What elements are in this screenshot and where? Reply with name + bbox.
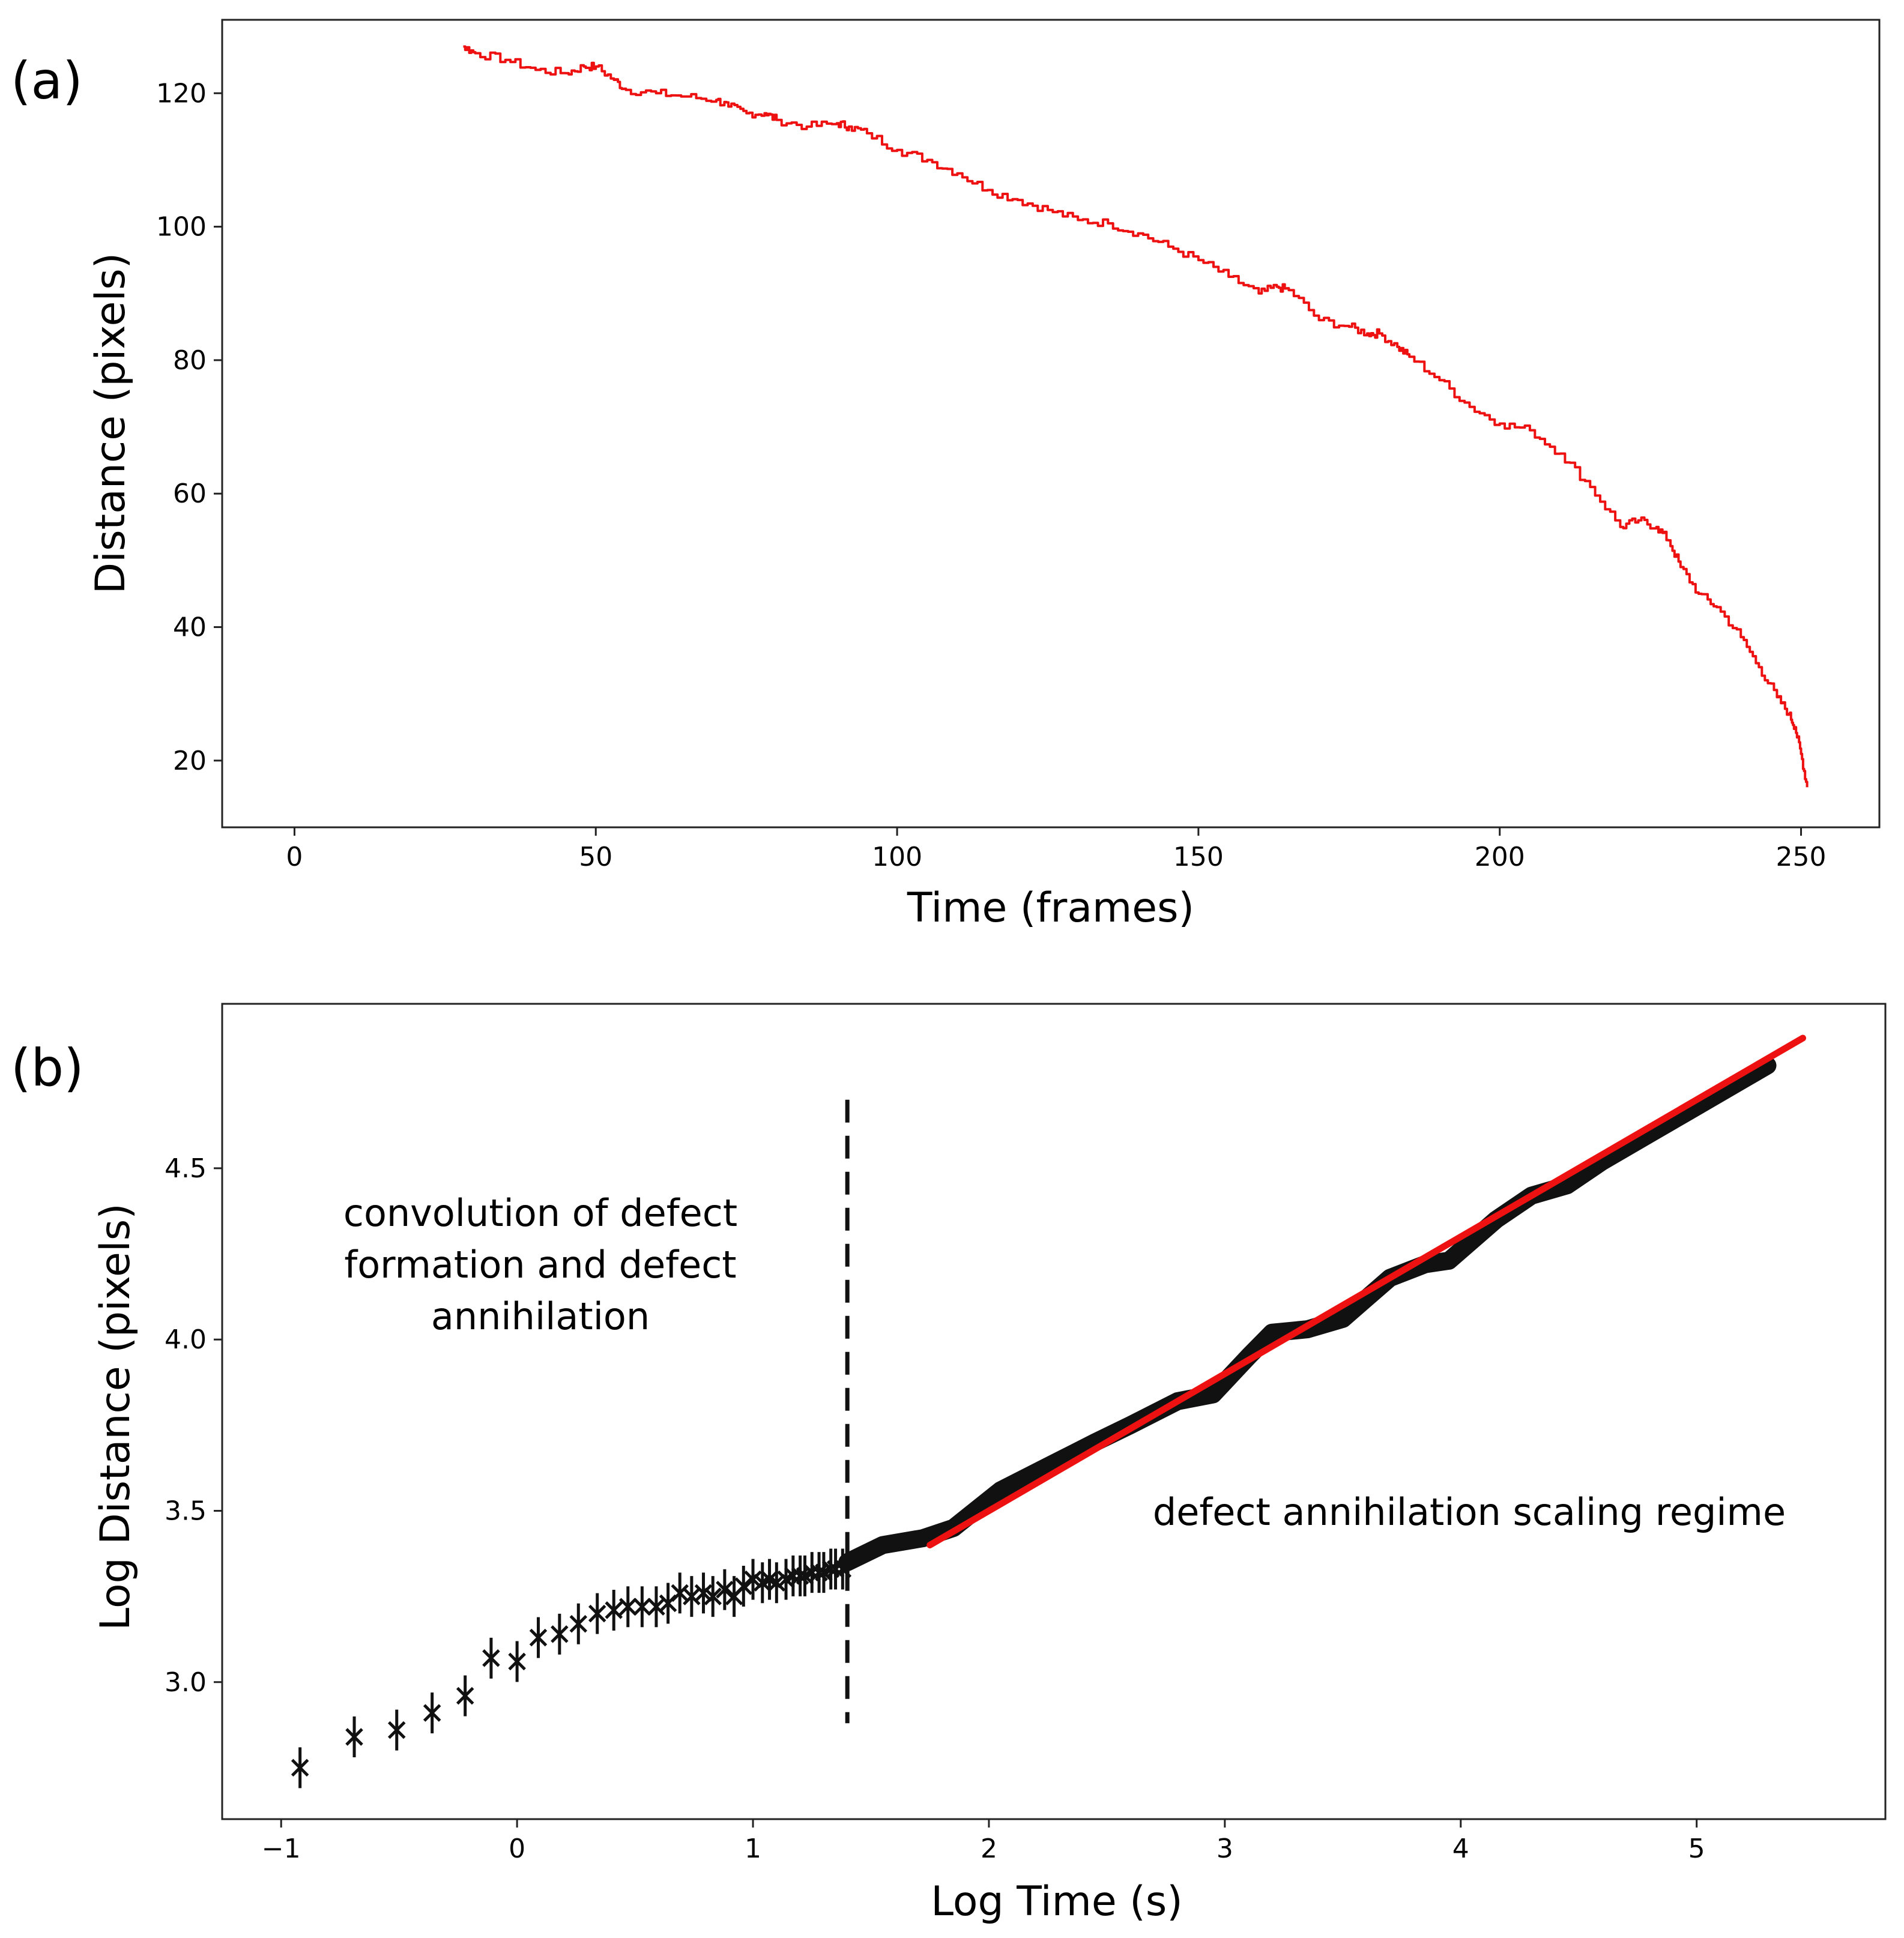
data-point bbox=[647, 1586, 665, 1628]
data-point bbox=[482, 1637, 500, 1679]
panel-b-x-tick-label: 3 bbox=[1216, 1834, 1233, 1864]
panel-a-x-tick-label: 50 bbox=[579, 842, 612, 872]
data-point bbox=[683, 1576, 701, 1617]
panel-a-y-tick-label: 40 bbox=[173, 612, 207, 643]
data-point bbox=[734, 1566, 753, 1607]
panel-a-x-ticks: 0 50 100 150 200 250 bbox=[286, 827, 1827, 872]
panel-b-y-tick-label: 4.5 bbox=[165, 1153, 207, 1184]
panel-b-x-tick-label: 2 bbox=[981, 1834, 997, 1864]
data-point bbox=[345, 1716, 363, 1758]
panel-b-x-tick-label: 5 bbox=[1688, 1834, 1705, 1864]
data-point bbox=[716, 1569, 734, 1610]
data-point bbox=[659, 1583, 677, 1624]
panel-b-left-annotation: convolution of defect formation and defe… bbox=[343, 1191, 737, 1338]
panel-a-x-tick-label: 150 bbox=[1173, 842, 1224, 872]
panel-b-x-tick-label: 4 bbox=[1452, 1834, 1469, 1864]
panel-a-distance-line bbox=[463, 45, 1809, 788]
data-point bbox=[767, 1562, 786, 1604]
panel-b: (b) −1 0 1 2 3 4 5 3.0 3.5 4.0 4.5 convolution of… bbox=[11, 1003, 1887, 1925]
panel-b-y-tick-label: 3.0 bbox=[165, 1667, 207, 1698]
annotation-left-line-1: convolution of defect bbox=[343, 1191, 737, 1235]
panel-b-y-tick-label: 4.0 bbox=[165, 1324, 207, 1355]
data-point bbox=[569, 1603, 588, 1644]
data-point bbox=[551, 1613, 569, 1655]
panel-b-plot-frame bbox=[221, 1003, 1887, 1820]
panel-a-x-tick-label: 0 bbox=[286, 842, 303, 872]
panel-b-y-tick-label: 3.5 bbox=[165, 1496, 207, 1526]
data-point bbox=[291, 1747, 309, 1789]
panel-a-letter: (a) bbox=[11, 51, 83, 111]
data-point bbox=[744, 1559, 762, 1600]
annotation-right: defect annihilation scaling regime bbox=[1153, 1490, 1786, 1534]
data-point bbox=[633, 1586, 651, 1628]
panel-b-y-ticks: 3.0 3.5 4.0 4.5 bbox=[165, 1153, 222, 1698]
data-point bbox=[508, 1641, 526, 1682]
panel-b-y-axis-label: Log Distance (pixels) bbox=[92, 1203, 139, 1630]
panel-a-y-ticks: 20 40 60 80 100 120 bbox=[156, 78, 222, 776]
panel-a-plot-frame bbox=[221, 19, 1881, 829]
panel-a-x-tick-label: 250 bbox=[1776, 842, 1827, 872]
panel-b-x-tick-label: −1 bbox=[262, 1834, 301, 1864]
panel-a-x-tick-label: 200 bbox=[1475, 842, 1525, 872]
panel-a-x-tick-label: 100 bbox=[872, 842, 922, 872]
panel-b-x-tick-label: 0 bbox=[509, 1834, 525, 1864]
panel-b-letter: (b) bbox=[11, 1038, 84, 1098]
panel-a-y-tick-label: 60 bbox=[173, 478, 207, 509]
panel-b-data-markers bbox=[291, 1548, 852, 1789]
panel-b-fit-line bbox=[926, 1034, 1806, 1549]
data-point bbox=[456, 1675, 474, 1716]
data-point bbox=[387, 1709, 406, 1751]
data-point bbox=[423, 1692, 441, 1734]
panel-a-y-tick-label: 100 bbox=[156, 212, 207, 243]
data-point bbox=[588, 1593, 606, 1634]
panel-a-x-axis-label: Time (frames) bbox=[907, 884, 1194, 932]
panel-a-y-tick-label: 120 bbox=[156, 78, 207, 109]
data-point bbox=[671, 1572, 689, 1614]
panel-a-y-tick-label: 80 bbox=[173, 345, 207, 376]
data-point bbox=[694, 1572, 713, 1614]
data-point bbox=[704, 1576, 722, 1617]
data-point bbox=[605, 1589, 623, 1631]
data-point bbox=[529, 1617, 548, 1658]
panel-b-x-tick-label: 1 bbox=[745, 1834, 761, 1864]
panel-a-y-tick-label: 20 bbox=[173, 746, 207, 776]
annotation-left-line-2: formation and defect bbox=[344, 1243, 736, 1287]
panel-b-x-axis-label: Log Time (s) bbox=[931, 1878, 1183, 1925]
annotation-left-line-3: annihilation bbox=[431, 1294, 650, 1338]
data-point bbox=[619, 1586, 637, 1628]
panel-a-y-axis-label: Distance (pixels) bbox=[87, 253, 134, 594]
panel-a: (a) 0 50 100 150 200 250 20 40 60 80 100 120 Time … bbox=[11, 19, 1881, 932]
panel-b-x-ticks: −1 0 1 2 3 4 5 bbox=[262, 1819, 1705, 1864]
